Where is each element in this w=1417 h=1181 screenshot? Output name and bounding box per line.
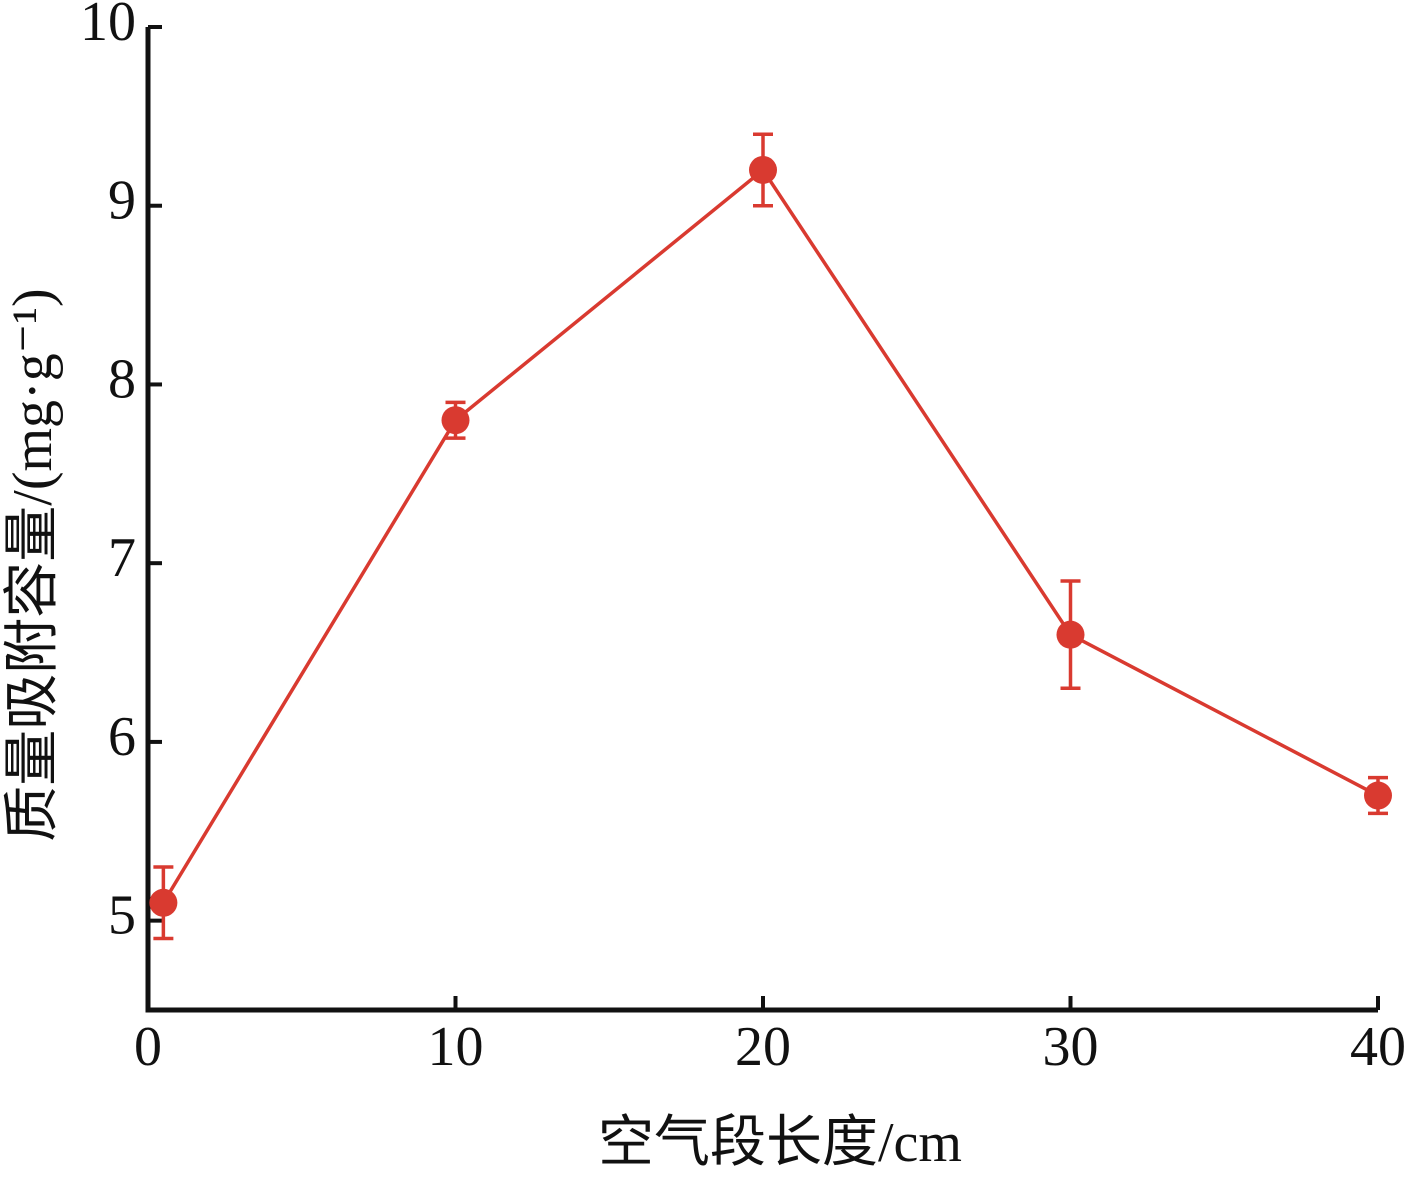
y-tick-label: 6 (108, 706, 136, 768)
x-tick-label: 10 (428, 1016, 484, 1078)
y-tick-label: 8 (108, 348, 136, 410)
y-tick-label: 9 (108, 170, 136, 232)
data-point (149, 888, 178, 917)
x-axis-label: 空气段长度/cm (598, 1112, 962, 1174)
data-line (161, 167, 1379, 904)
data-point (749, 155, 777, 184)
x-tick-label: 20 (735, 1016, 791, 1078)
x-tick-label: 0 (134, 1016, 162, 1078)
data-point (441, 406, 470, 435)
x-tick-label: 30 (1043, 1016, 1099, 1078)
y-tick-label: 5 (108, 884, 136, 946)
data-point (1364, 781, 1392, 810)
data-point (1056, 620, 1085, 649)
x-tick-label: 40 (1350, 1016, 1406, 1078)
y-tick-label: 10 (80, 0, 136, 53)
y-axis-label: 质量吸附容量/(mg·g⁻¹) (2, 288, 64, 841)
y-tick-label: 7 (108, 527, 136, 589)
